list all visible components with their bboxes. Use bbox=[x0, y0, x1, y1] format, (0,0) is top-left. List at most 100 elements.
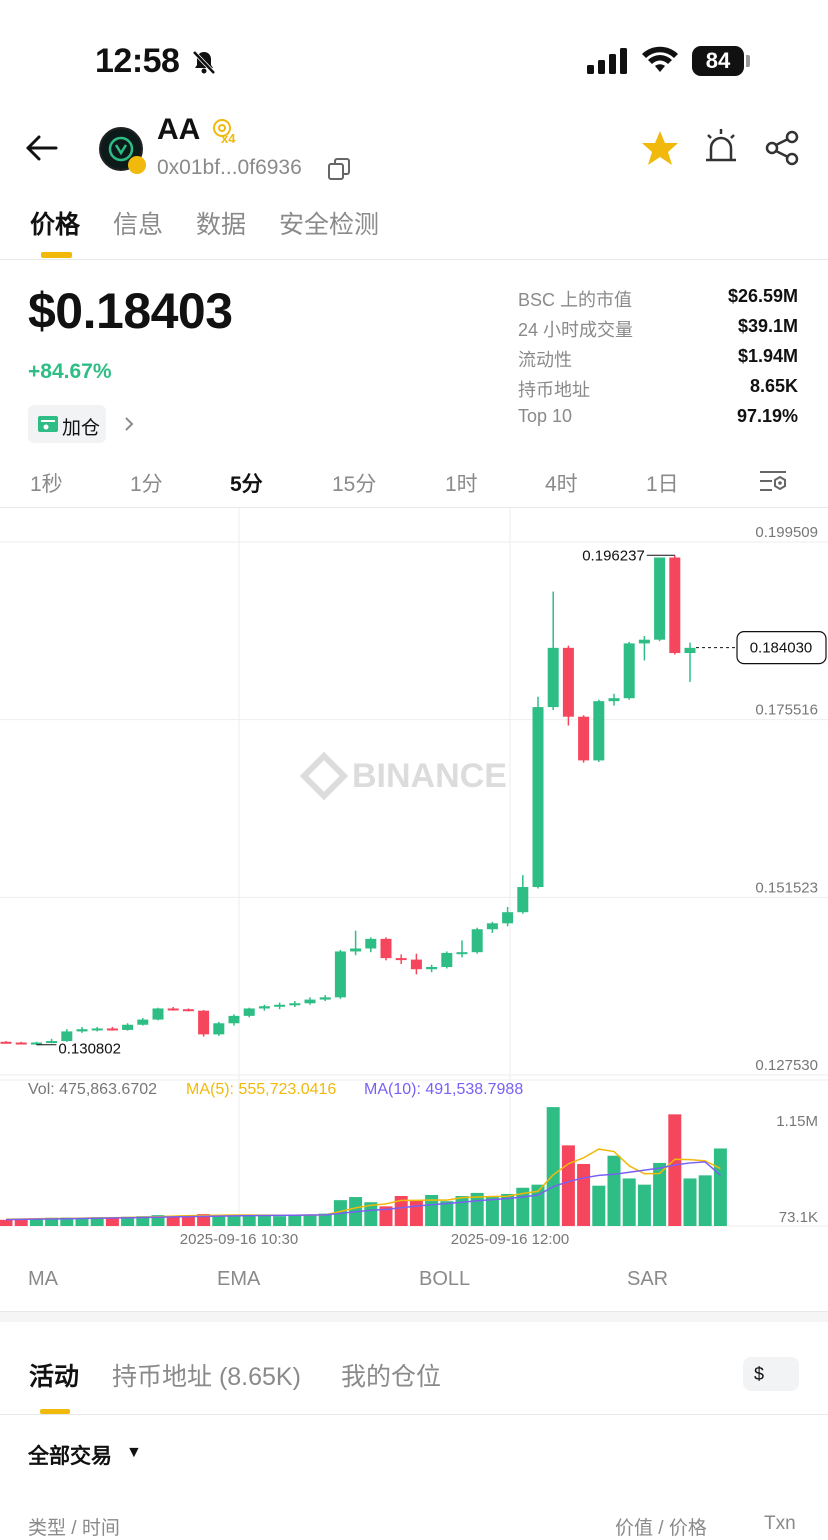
volume-bar bbox=[45, 1217, 59, 1226]
volume-bar bbox=[121, 1216, 135, 1226]
stat-value-mcap: $26.59M bbox=[727, 286, 798, 306]
battery-icon: 84 bbox=[692, 46, 744, 76]
tab-activity[interactable]: 活动 bbox=[29, 1363, 80, 1391]
candle-body bbox=[638, 639, 650, 644]
candle-body bbox=[532, 707, 544, 888]
tab-holders[interactable]: 持币地址 (8.65K) bbox=[112, 1363, 301, 1391]
volume-bar bbox=[136, 1216, 150, 1226]
volume-bar bbox=[440, 1201, 454, 1226]
price-change: +84.67% bbox=[28, 360, 112, 383]
stat-label-mcap: BSC 上的市值 bbox=[518, 290, 633, 310]
copy-icon[interactable] bbox=[328, 158, 350, 180]
interval-5m[interactable]: 5分 bbox=[230, 473, 263, 496]
tab-data[interactable]: 数据 bbox=[196, 211, 247, 239]
time-axis-label: 2025-09-16 12:00 bbox=[451, 1231, 569, 1248]
volume-bar bbox=[90, 1217, 104, 1226]
candle-body bbox=[274, 1004, 286, 1007]
indicator-sar[interactable]: SAR bbox=[627, 1268, 669, 1290]
candle-body bbox=[91, 1028, 103, 1031]
candle-body bbox=[152, 1008, 164, 1020]
candle-body bbox=[228, 1015, 240, 1024]
tab-price[interactable]: 价格 bbox=[30, 211, 81, 239]
volume-bar bbox=[0, 1219, 13, 1226]
wifi-icon bbox=[642, 46, 678, 72]
volume-bar bbox=[14, 1218, 28, 1226]
candle-body bbox=[319, 997, 331, 1000]
candle-body bbox=[517, 887, 529, 913]
interval-1h[interactable]: 1时 bbox=[445, 473, 478, 496]
candle-body bbox=[137, 1019, 149, 1025]
interval-1m[interactable]: 1分 bbox=[130, 473, 163, 496]
candle-body bbox=[380, 938, 392, 959]
ma5-label: MA(5): 555,723.0416 bbox=[186, 1081, 336, 1098]
divider bbox=[0, 507, 828, 508]
candle-body bbox=[334, 951, 346, 998]
caret-down-icon[interactable]: ▼ bbox=[126, 1444, 142, 1461]
bottom-tab-indicator bbox=[40, 1409, 70, 1414]
stat-value-liquidity: $1.94M bbox=[737, 346, 798, 366]
divider bbox=[0, 1414, 828, 1415]
interval-1d[interactable]: 1日 bbox=[646, 473, 679, 496]
candle-body bbox=[441, 952, 453, 967]
ma10-line bbox=[5, 1161, 721, 1221]
volume-bar bbox=[181, 1215, 195, 1226]
indicator-ema[interactable]: EMA bbox=[217, 1268, 261, 1290]
volume-bar bbox=[653, 1162, 667, 1226]
candle-body bbox=[654, 557, 666, 640]
tab-info[interactable]: 信息 bbox=[113, 211, 164, 239]
svg-text:BINANCE: BINANCE bbox=[352, 757, 507, 795]
candle-body bbox=[486, 923, 498, 930]
column-type-time: 类型 / 时间 bbox=[28, 1518, 120, 1539]
candle-body bbox=[167, 1008, 179, 1011]
candle-body bbox=[198, 1010, 210, 1035]
indicator-boll[interactable]: BOLL bbox=[419, 1268, 471, 1290]
interval-4h[interactable]: 4时 bbox=[545, 473, 578, 496]
interval-15m[interactable]: 15分 bbox=[332, 473, 377, 496]
tab-security[interactable]: 安全检测 bbox=[279, 211, 380, 239]
candle-body bbox=[395, 958, 407, 961]
volume-bar bbox=[318, 1213, 332, 1226]
volume-bar bbox=[607, 1155, 621, 1226]
chevron-right-icon[interactable] bbox=[122, 414, 136, 434]
candle-body bbox=[213, 1023, 225, 1035]
chain-badge-icon bbox=[128, 156, 146, 174]
volume-bar bbox=[577, 1163, 591, 1226]
column-txn: Txn bbox=[764, 1513, 796, 1534]
status-time: 12:58 bbox=[95, 42, 180, 80]
chart-settings-icon[interactable] bbox=[758, 466, 788, 496]
candle-body bbox=[684, 647, 696, 654]
volume-bar bbox=[257, 1215, 271, 1226]
candle-body bbox=[669, 557, 681, 654]
stat-value-holders: 8.65K bbox=[749, 376, 798, 396]
current-price: $0.18403 bbox=[28, 283, 233, 339]
volume-bar bbox=[303, 1214, 317, 1226]
volume-bar bbox=[379, 1206, 393, 1226]
candlestick-chart[interactable]: BINANCE 0.199509 0.175516 0.151523 0.127530… bbox=[0, 508, 828, 1250]
volume-bar bbox=[501, 1193, 515, 1226]
stat-value-volume: $39.1M bbox=[737, 316, 798, 336]
alarm-icon[interactable] bbox=[700, 126, 742, 168]
candle-body bbox=[182, 1009, 194, 1012]
volume-bar bbox=[242, 1215, 256, 1226]
back-arrow-icon[interactable] bbox=[22, 128, 62, 168]
stat-label-top10: Top 10 bbox=[518, 406, 573, 426]
volume-bar bbox=[394, 1196, 408, 1226]
volume-bar bbox=[273, 1216, 287, 1226]
candle-body bbox=[0, 1041, 12, 1044]
tab-my-positions[interactable]: 我的仓位 bbox=[341, 1363, 442, 1391]
indicator-ma[interactable]: MA bbox=[28, 1268, 58, 1290]
stat-value-top10: 97.19% bbox=[736, 406, 798, 426]
candle-body bbox=[15, 1042, 27, 1045]
trade-filter[interactable]: 全部交易 bbox=[28, 1445, 112, 1468]
high-price-label: 0.196237 bbox=[582, 547, 645, 564]
volume-bar bbox=[637, 1184, 651, 1226]
candle-body bbox=[304, 999, 316, 1004]
low-price-label: 0.130802 bbox=[58, 1041, 121, 1058]
currency-toggle[interactable]: $ bbox=[743, 1357, 799, 1391]
interval-1s[interactable]: 1秒 bbox=[30, 473, 63, 496]
candle-body bbox=[46, 1041, 58, 1044]
volume-bar bbox=[29, 1218, 43, 1226]
share-icon[interactable] bbox=[762, 128, 802, 168]
star-icon[interactable] bbox=[640, 128, 680, 168]
battery-cap bbox=[746, 55, 750, 67]
